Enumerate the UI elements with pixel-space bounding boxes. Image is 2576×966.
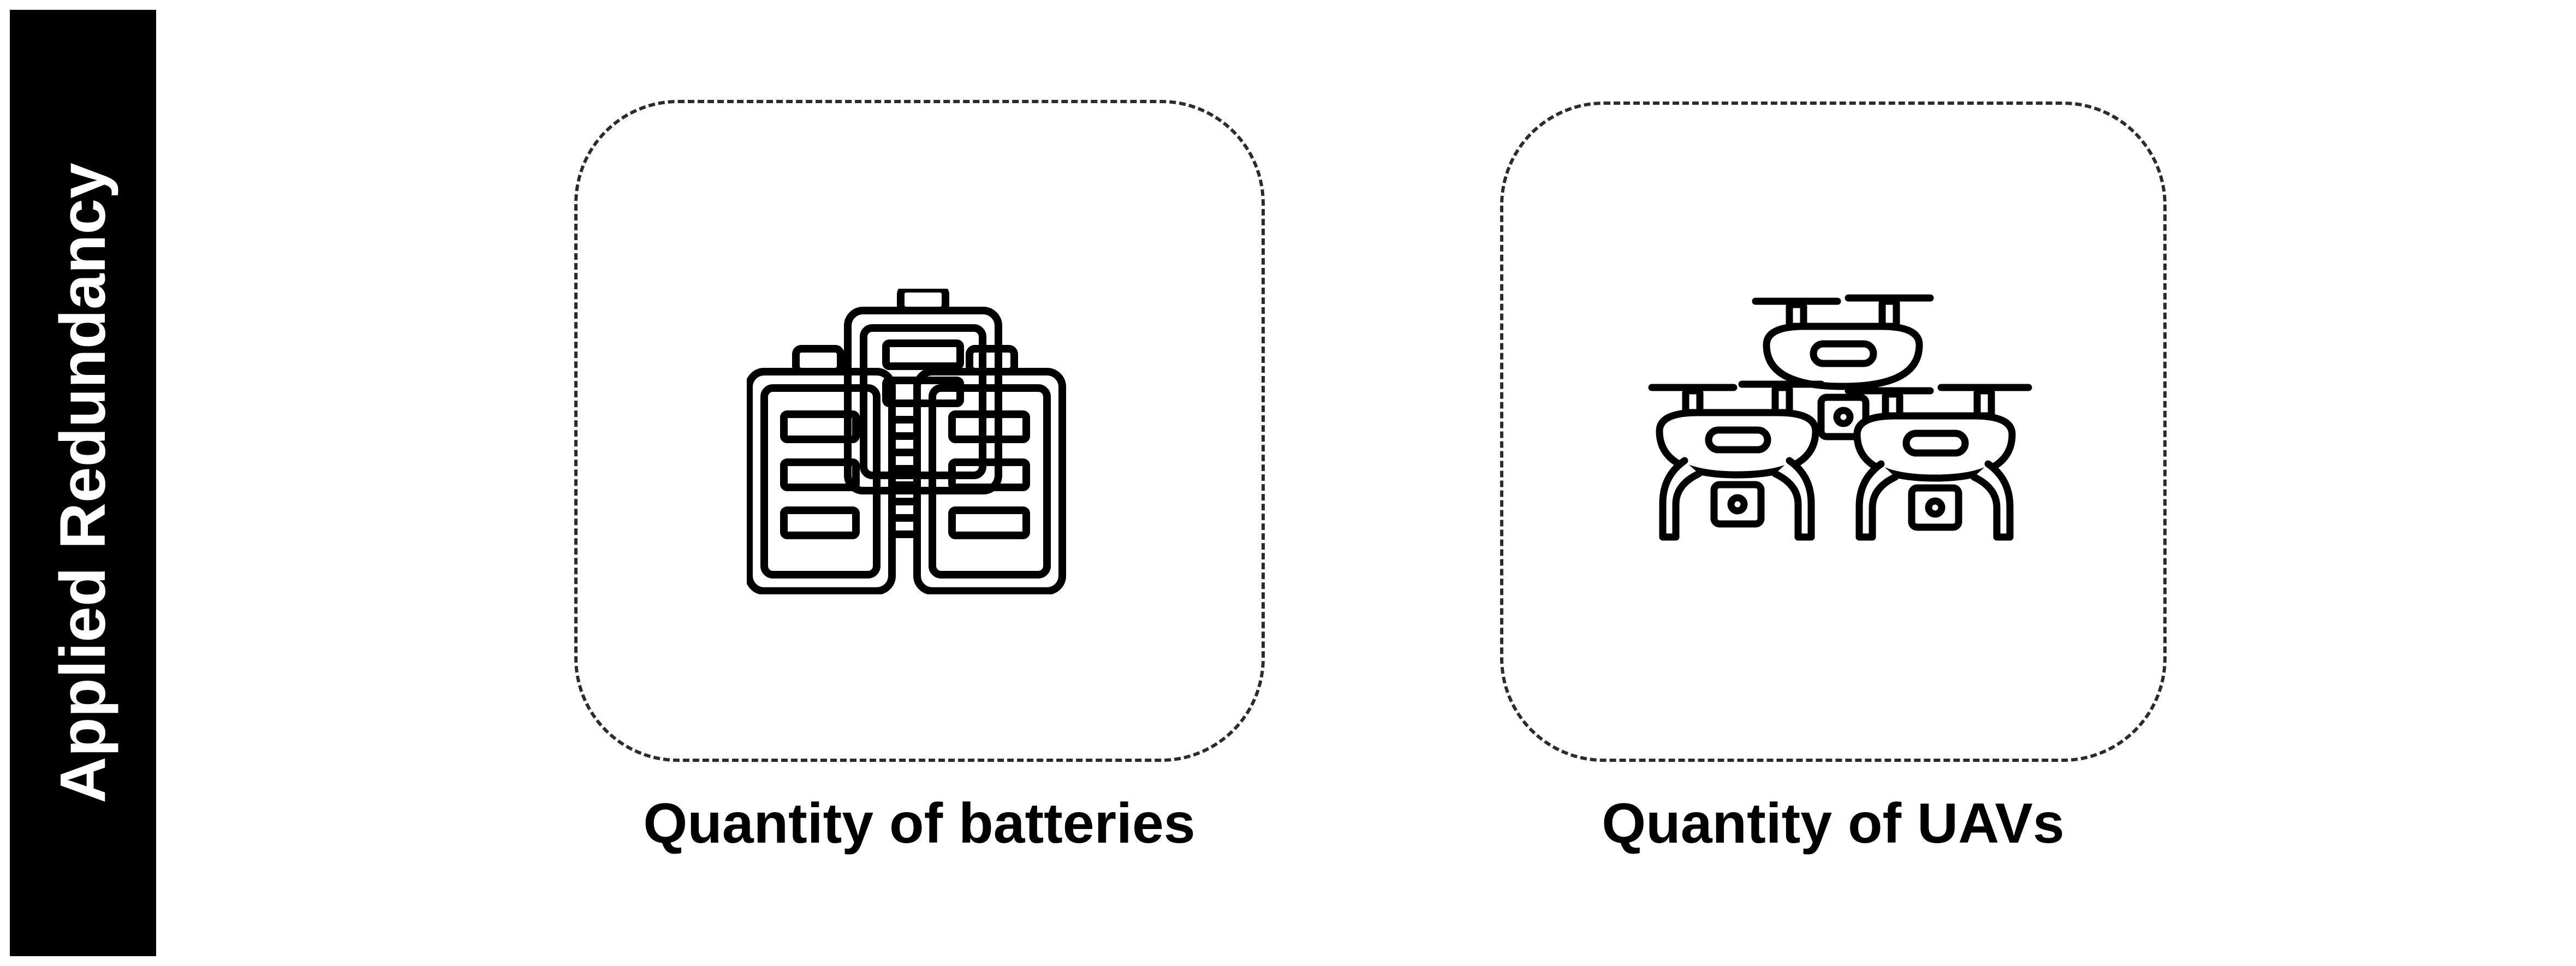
batteries-panel <box>574 100 1265 762</box>
batteries-icon <box>747 289 1066 594</box>
uavs-panel <box>1500 102 2167 762</box>
drones-icon <box>1648 294 2032 541</box>
caption-batteries: Quantity of batteries <box>643 792 1195 855</box>
caption-uavs: Quantity of UAVs <box>1602 792 2065 855</box>
side-label: Applied Redundancy <box>47 163 119 803</box>
side-bar <box>10 10 156 956</box>
